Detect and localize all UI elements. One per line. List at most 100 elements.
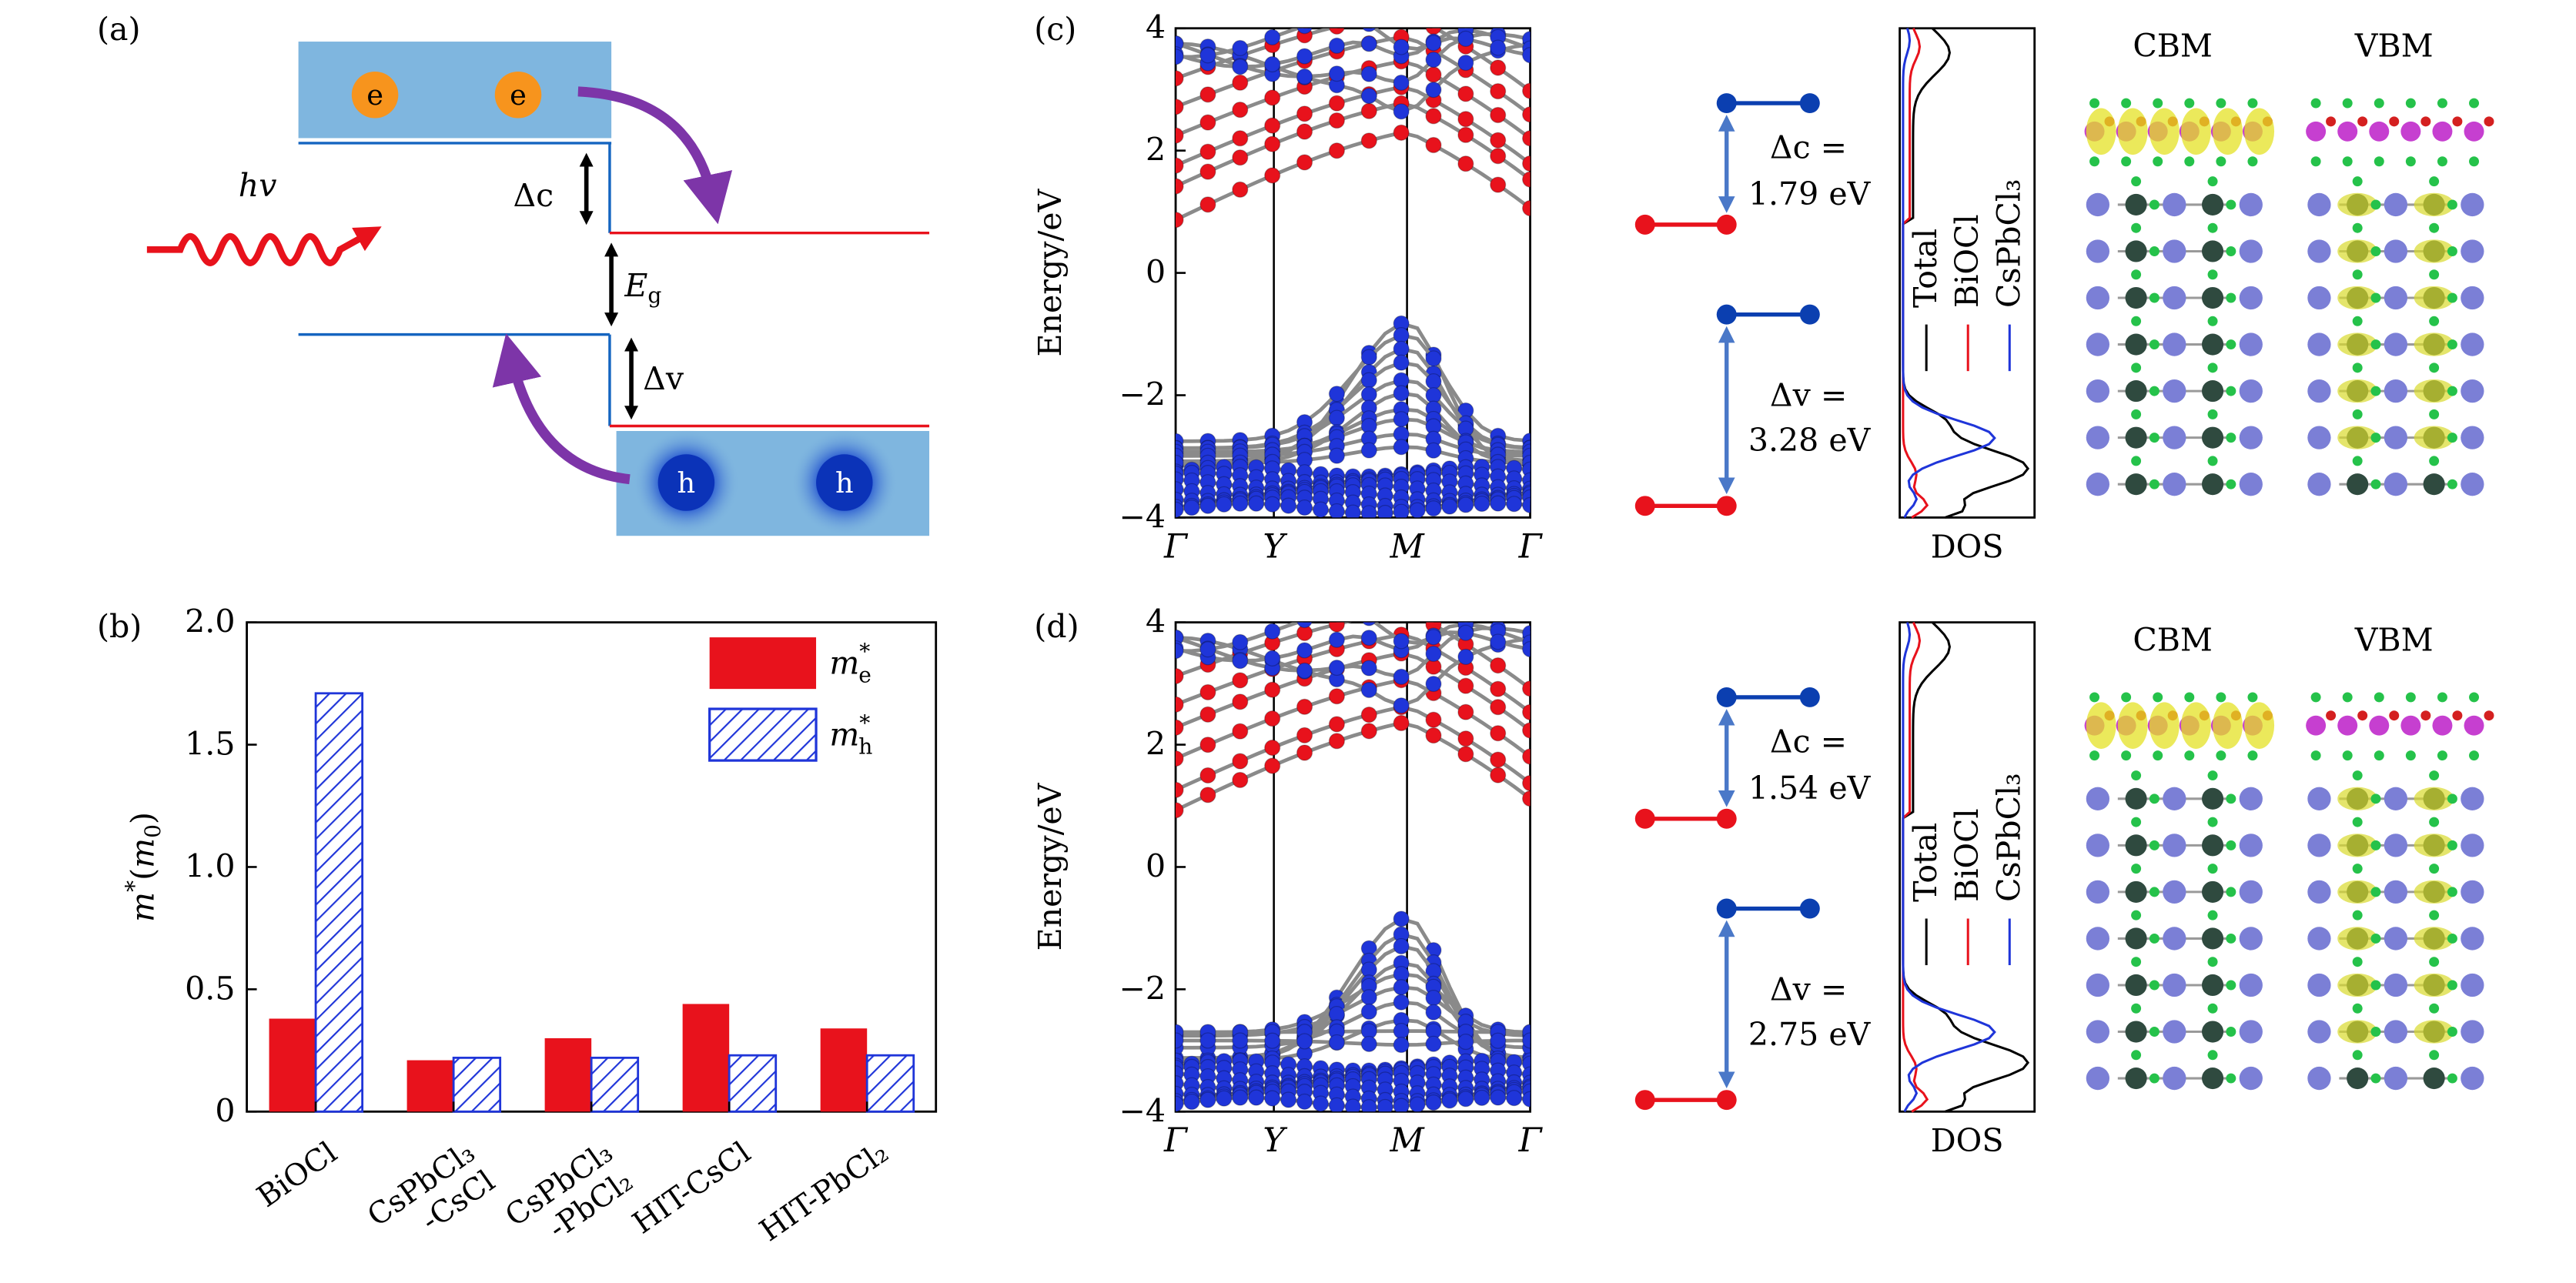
band-point <box>1393 979 1410 996</box>
band-point <box>1199 143 1216 160</box>
band-point <box>1457 85 1474 102</box>
legend-label-mh: m* h <box>829 710 872 759</box>
band-point <box>1490 1032 1507 1049</box>
band-point <box>1425 711 1442 728</box>
cbm-density <box>2244 702 2275 749</box>
cbm-density <box>2117 108 2148 155</box>
pb-atom <box>2202 880 2224 903</box>
k-point-label: Γ <box>1163 527 1189 566</box>
cl-atom <box>2207 957 2218 967</box>
band-structure <box>1176 622 1531 1112</box>
cl-atom <box>2437 750 2447 761</box>
band-point <box>1328 142 1345 159</box>
hole-1 <box>657 454 715 511</box>
vbm-level-biocl-end <box>1634 1090 1655 1111</box>
band-point <box>1296 105 1313 122</box>
band-point <box>1393 1023 1410 1040</box>
cs-atom <box>2086 379 2110 403</box>
cl-atom <box>2226 840 2236 850</box>
band-point <box>1296 154 1313 171</box>
cl-atom <box>2429 363 2440 373</box>
cl-atom <box>2429 316 2440 326</box>
bar-y-tick-label: 0 <box>215 1092 235 1129</box>
band-point <box>1521 1091 1531 1108</box>
band-point <box>1216 1090 1233 1107</box>
cl-atom <box>2131 363 2142 373</box>
band-point <box>1176 70 1184 87</box>
cbm-density <box>2213 702 2243 749</box>
vbm-density <box>2414 286 2454 310</box>
cl-atom <box>2131 316 2142 326</box>
band-point <box>1264 496 1281 513</box>
band-point <box>1296 622 1313 629</box>
cl-atom <box>2437 98 2447 109</box>
band-point <box>1296 48 1313 65</box>
band-point <box>1457 703 1474 720</box>
cbm-density <box>2086 702 2116 749</box>
orbital-title: VBM <box>2354 28 2434 65</box>
dos-legend-label: CsPbCl₃ <box>1990 773 2027 901</box>
band-line <box>1176 1029 1531 1034</box>
cs-atom <box>2461 834 2484 857</box>
band-point <box>1425 629 1442 646</box>
cs-atom <box>2384 973 2408 997</box>
band-y-tick-label: −4 <box>1119 1092 1166 1129</box>
band-point <box>1393 697 1410 714</box>
band-point <box>1328 688 1345 705</box>
band-point <box>1248 495 1265 512</box>
pb-atom <box>2347 1067 2369 1090</box>
cs-atom <box>2384 880 2408 904</box>
band-y-axis-label: Energy/eV <box>1032 188 1069 356</box>
delta-v-value: 2.75 eV <box>1748 1016 1872 1053</box>
cl-atom <box>2131 817 2142 827</box>
band-structure <box>1176 12 1531 518</box>
cl-atom <box>2429 269 2440 280</box>
band-point <box>1199 787 1216 804</box>
o-atom <box>2452 116 2463 127</box>
cl-atom <box>2447 980 2457 991</box>
delta-c-value: 1.54 eV <box>1748 770 1872 807</box>
band-point <box>1457 677 1474 694</box>
band-point <box>1457 624 1474 641</box>
cs-atom <box>2163 286 2186 310</box>
cs-atom <box>2163 927 2186 951</box>
band-point <box>1176 178 1184 195</box>
band-point <box>1328 65 1345 82</box>
cs-atom <box>2086 834 2110 857</box>
band-point <box>1183 500 1200 516</box>
cl-atom <box>2352 910 2363 920</box>
cs-atom <box>2384 239 2408 263</box>
cs-atom <box>2307 834 2331 857</box>
band-point <box>1377 1098 1393 1112</box>
band-point <box>1393 1098 1410 1112</box>
cs-atom <box>2384 332 2408 356</box>
cl-atom <box>2429 817 2440 827</box>
k-point-label: Γ <box>1518 1121 1544 1160</box>
dos-frame <box>1899 27 2036 519</box>
dos-legend-label: BiOCl <box>1949 214 1986 308</box>
band-point <box>1232 74 1249 91</box>
band-point <box>1199 641 1216 658</box>
dos-x-label: DOS <box>1931 1122 2004 1159</box>
k-point-label: Γ <box>1163 1121 1189 1160</box>
vbm-density <box>2414 426 2454 449</box>
electron-2-label: e <box>510 79 527 112</box>
vbm-density <box>2414 927 2454 951</box>
pb-atom <box>2202 380 2224 403</box>
cl-atom <box>2352 1003 2363 1014</box>
band-point <box>1360 442 1377 459</box>
band-point <box>1361 12 1377 27</box>
band-point <box>1216 496 1233 513</box>
cl-atom <box>2089 692 2100 703</box>
cs-atom <box>2086 426 2110 449</box>
vbm-density <box>2337 1020 2378 1044</box>
cl-atom <box>2447 887 2457 897</box>
band-point <box>1232 1089 1249 1106</box>
dos-panel: DOS Total BiOCl CsPbCl₃ <box>1899 621 2036 1159</box>
band-point <box>1344 1098 1361 1112</box>
band-y-tick-label: 4 <box>1146 603 1166 640</box>
cl-atom <box>2226 433 2236 443</box>
band-point <box>1199 114 1216 131</box>
pb-atom <box>2125 974 2147 997</box>
o-atom <box>2484 116 2494 127</box>
